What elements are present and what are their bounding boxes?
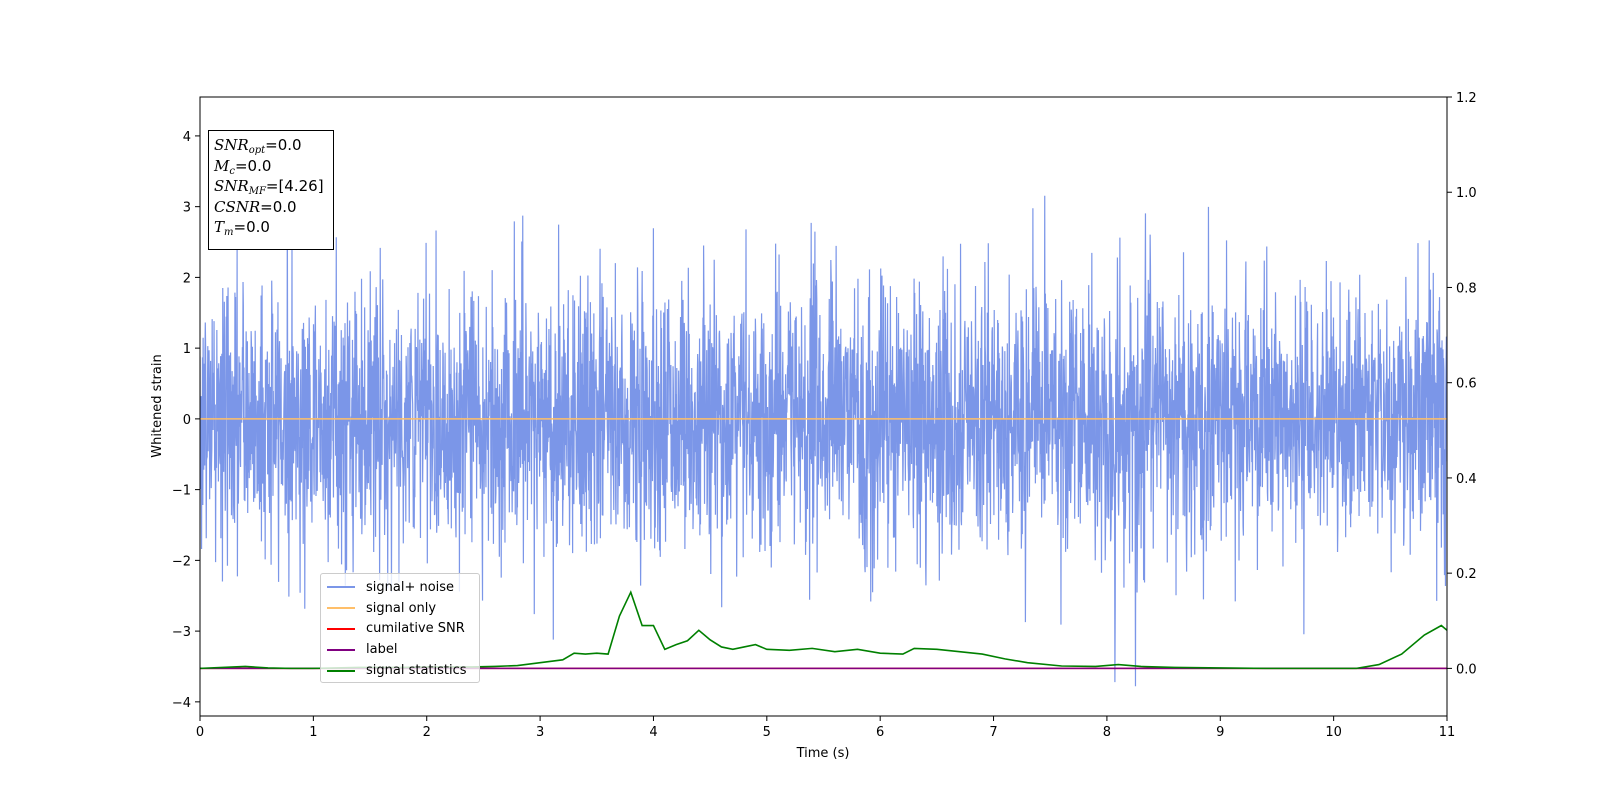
y-tick-label: 4 <box>183 130 191 145</box>
x-tick-label: 9 <box>1216 725 1224 740</box>
x-tick-label: 4 <box>649 725 657 740</box>
y-tick-label: 1 <box>183 342 191 357</box>
legend-swatch <box>327 586 355 589</box>
x-tick-label: 5 <box>763 725 771 740</box>
y-tick-label: 3 <box>183 201 191 216</box>
x-tick-label: 2 <box>423 725 431 740</box>
tm-line: Tm=0.0 <box>214 218 270 238</box>
mc-line: Mc=0.0 <box>214 156 272 177</box>
y-tick-label: −4 <box>172 696 191 711</box>
axes-frame <box>199 96 1448 717</box>
y-tick-label: 2 <box>183 271 191 286</box>
legend: signal+ noise signal only cumilative SNR… <box>320 573 480 683</box>
legend-label: signal only <box>366 600 437 616</box>
y-tick-label: 0 <box>183 413 191 428</box>
legend-item-signal-only: signal only <box>327 598 479 619</box>
legend-label: label <box>366 642 398 658</box>
x-tick-label: 0 <box>196 725 204 740</box>
snr-opt-line: SNRopt=0.0 <box>214 136 302 156</box>
csnr-line: CSNR=0.0 <box>214 197 297 216</box>
legend-item-cumilative-snr: cumilative SNR <box>327 619 479 640</box>
x-tick-label: 8 <box>1103 725 1111 740</box>
x-tick-label: 6 <box>876 725 884 740</box>
y2-tick-label: 0.8 <box>1456 281 1477 296</box>
legend-swatch <box>327 627 355 630</box>
snr-mf-line: SNRMF=[4.26] <box>214 177 324 197</box>
x-tick-label: 1 <box>309 725 317 740</box>
y2-tick-label: 0.0 <box>1456 662 1477 677</box>
annotation-box: SNRopt=0.0 Mc=0.0 SNRMF=[4.26] CSNR=0.0 … <box>208 130 334 250</box>
y-axis-label: Whitened strain <box>150 354 165 457</box>
x-tick-label: 7 <box>989 725 997 740</box>
legend-swatch <box>327 648 355 651</box>
y2-tick-label: 0.4 <box>1456 472 1477 487</box>
y-tick-label: −2 <box>172 554 191 569</box>
y-axis-right: 0.0 0.2 0.4 0.6 0.8 1.0 1.2 <box>1447 91 1477 677</box>
x-tick-label: 3 <box>536 725 544 740</box>
legend-label: signal statistics <box>366 663 467 679</box>
y-tick-label: −1 <box>172 484 191 499</box>
y2-tick-label: 1.2 <box>1456 91 1477 106</box>
legend-label: signal+ noise <box>366 579 455 595</box>
legend-item-label: label <box>327 639 479 660</box>
y2-tick-label: 0.6 <box>1456 377 1477 392</box>
y2-tick-label: 1.0 <box>1456 186 1477 201</box>
legend-item-signal-noise: signal+ noise <box>327 577 479 598</box>
legend-swatch <box>327 669 355 672</box>
series-signal-noise-line <box>200 195 1447 687</box>
x-tick-label: 11 <box>1439 725 1456 740</box>
y-axis-left: −4 −3 −2 −1 0 1 2 3 4 <box>172 130 200 711</box>
x-axis: 0 1 2 3 4 5 6 7 8 9 10 11 <box>196 716 1455 740</box>
legend-label: cumilative SNR <box>366 621 465 637</box>
x-tick-label: 10 <box>1325 725 1342 740</box>
y2-tick-label: 0.2 <box>1456 567 1477 582</box>
legend-item-signal-statistics: signal statistics <box>327 660 479 681</box>
legend-swatch <box>327 607 355 610</box>
y-tick-label: −3 <box>172 625 191 640</box>
x-axis-label: Time (s) <box>796 746 850 761</box>
